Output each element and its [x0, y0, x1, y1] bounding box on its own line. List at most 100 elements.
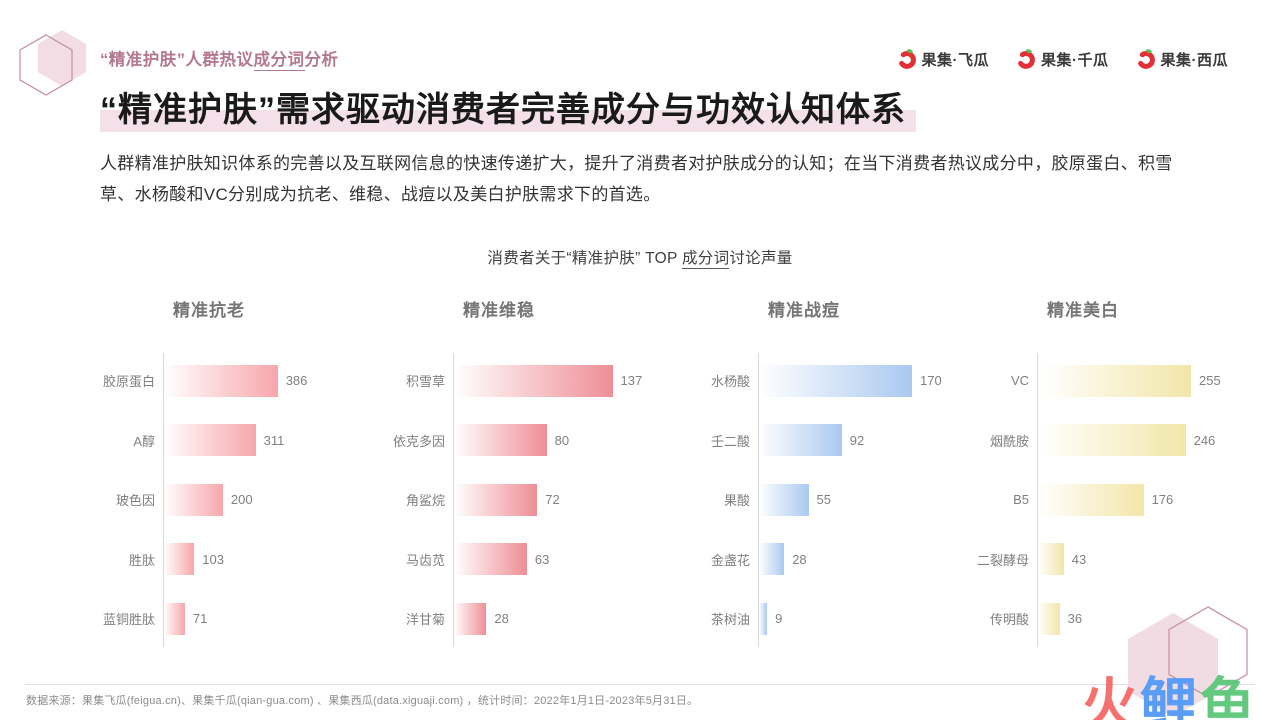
section-title-pre: 消费者关于“精准护肤” TOP — [487, 250, 682, 267]
bar-track: 71 — [163, 602, 340, 635]
bar — [454, 364, 613, 397]
bar — [454, 543, 527, 576]
kicker-underlined: 成分词 — [253, 51, 305, 71]
bar-track: 200 — [163, 483, 340, 516]
bar-row: 果酸 55 — [673, 470, 935, 530]
intro-paragraph: 人群精准护肤知识体系的完善以及互联网信息的快速传递扩大，提升了消费者对护肤成分的… — [100, 154, 1173, 204]
bar-value: 103 — [202, 551, 224, 567]
bar — [454, 483, 538, 516]
brand-feigua: 果集·飞瓜 — [896, 48, 990, 70]
bar-track: 311 — [163, 424, 340, 457]
chart-section-title: 消费者关于“精准护肤” TOP 成分词讨论声量 — [0, 246, 1280, 269]
bar-value: 36 — [1067, 611, 1083, 627]
bar — [1038, 483, 1144, 516]
bar-track: 246 — [1037, 424, 1215, 457]
bar-row: 胜肽 103 — [78, 530, 340, 590]
chart-plot-area: 积雪草 137 依克多因 80 角鲨烷 72 马齿苋 63 洋甘菊 28 — [368, 351, 642, 649]
brand-label: 果集·西瓜 — [1160, 51, 1228, 69]
bar — [759, 364, 912, 397]
bar-row: 马齿苋 63 — [368, 530, 630, 590]
guoji-melon-icon — [1017, 49, 1035, 69]
bar-value: 28 — [494, 611, 509, 627]
bar-track: 43 — [1037, 543, 1214, 576]
bar-track: 63 — [453, 543, 630, 576]
bar-category-label: 积雪草 — [405, 374, 445, 390]
bar-category-label: 马齿苋 — [405, 552, 445, 568]
page-title-text: “精准护肤”需求驱动消费者完善成分与功效认知体系 — [100, 91, 916, 132]
chart-plot-area: VC 255 烟酰胺 246 B5 176 二裂酵母 43 传明酸 36 — [952, 351, 1221, 649]
chart-axis-line — [453, 353, 454, 647]
chart-axis-line — [163, 353, 164, 647]
bar-category-label: 玻色因 — [115, 493, 155, 509]
bar-value: 55 — [816, 492, 831, 508]
bar-track: 92 — [758, 424, 935, 457]
bar-category-label: 果酸 — [723, 493, 750, 509]
ingredient-chart: 精准抗老 胶原蛋白 386 A醇 311 玻色因 200 胜肽 103 蓝铜胜肽 71 — [78, 299, 340, 649]
bar-value: 9 — [775, 611, 783, 627]
bar — [164, 602, 185, 635]
bar-track: 80 — [453, 424, 630, 457]
bar-track: 9 — [758, 602, 935, 635]
bar-category-label: 角鲨烷 — [405, 493, 445, 509]
chart-group-title: 精准维稳 — [463, 301, 535, 320]
bar-row: 积雪草 137 — [368, 351, 642, 411]
bar-category-label: A醇 — [133, 433, 155, 449]
hexagon-decoration-icon — [1128, 606, 1248, 717]
data-source-note: 数据来源：果集飞瓜(feigua.cn)、果集千瓜(qian-gua.com) … — [26, 695, 699, 707]
bar-row: 角鲨烷 72 — [368, 470, 630, 530]
bar — [1038, 364, 1191, 397]
bar-value: 137 — [620, 373, 643, 389]
bar-row: 蓝铜胜肽 71 — [78, 589, 340, 649]
bar-track: 103 — [163, 543, 340, 576]
bar-value: 311 — [263, 432, 285, 448]
section-title-post: 讨论声量 — [729, 250, 793, 267]
bar-row: A醇 311 — [78, 411, 340, 471]
bar-value: 170 — [920, 373, 942, 389]
bar-track: 170 — [758, 364, 942, 397]
bar-track: 28 — [453, 602, 630, 635]
bar-category-label: 茶树油 — [710, 612, 750, 628]
bar-category-label: 水杨酸 — [710, 374, 750, 390]
bar — [454, 602, 487, 635]
bar — [759, 424, 842, 457]
brand-label: 果集·千瓜 — [1041, 51, 1109, 69]
bar-category-label: 传明酸 — [989, 612, 1029, 628]
page-title: “精准护肤”需求驱动消费者完善成分与功效认知体系 — [100, 82, 916, 132]
chart-group-title: 精准美白 — [1047, 301, 1119, 320]
bar-row: 烟酰胺 246 — [952, 411, 1215, 471]
bar-track: 255 — [1037, 364, 1221, 397]
guoji-melon-icon — [897, 49, 916, 69]
bar-row: 金盏花 28 — [673, 530, 935, 590]
bar-category-label: 壬二酸 — [710, 433, 750, 449]
bar — [1038, 543, 1064, 576]
bar-row: 二裂酵母 43 — [952, 530, 1214, 590]
kicker-pre: “精准护肤”人群热议 — [100, 51, 254, 69]
bar-row: 传明酸 36 — [952, 589, 1214, 649]
bar-row: VC 255 — [952, 351, 1221, 411]
chart-group-title: 精准战痘 — [768, 301, 840, 320]
bar-value: 80 — [554, 432, 570, 448]
bar-category-label: 胶原蛋白 — [102, 374, 155, 390]
hexagon-logo-icon — [19, 30, 87, 96]
brand-xigua: 果集·西瓜 — [1135, 48, 1229, 70]
chart-plot-area: 水杨酸 170 壬二酸 92 果酸 55 金盏花 28 茶树油 9 — [673, 351, 942, 649]
bar-value: 28 — [792, 551, 807, 567]
bar — [759, 543, 785, 576]
page-kicker: “精准护肤”人群热议成分词分析 — [100, 46, 339, 71]
chart-axis-line — [758, 353, 759, 647]
ingredient-chart: 精准美白 VC 255 烟酰胺 246 B5 176 二裂酵母 43 传明酸 36 — [952, 299, 1221, 649]
bar — [164, 543, 195, 576]
bar-track: 72 — [453, 483, 630, 516]
ingredient-chart: 精准维稳 积雪草 137 依克多因 80 角鲨烷 72 马齿苋 63 洋甘菊 28 — [368, 299, 642, 649]
bar — [1038, 602, 1060, 635]
bar-row: 胶原蛋白 386 — [78, 351, 340, 411]
watermark-char: 鲤 — [1140, 673, 1199, 720]
bar-category-label: 二裂酵母 — [976, 552, 1029, 568]
bar-row: B5 176 — [952, 470, 1214, 530]
bar-value: 176 — [1151, 492, 1174, 508]
bar-row: 洋甘菊 28 — [368, 589, 630, 649]
bar-value: 92 — [849, 432, 865, 448]
bar-row: 玻色因 200 — [78, 470, 340, 530]
bar — [164, 424, 256, 457]
